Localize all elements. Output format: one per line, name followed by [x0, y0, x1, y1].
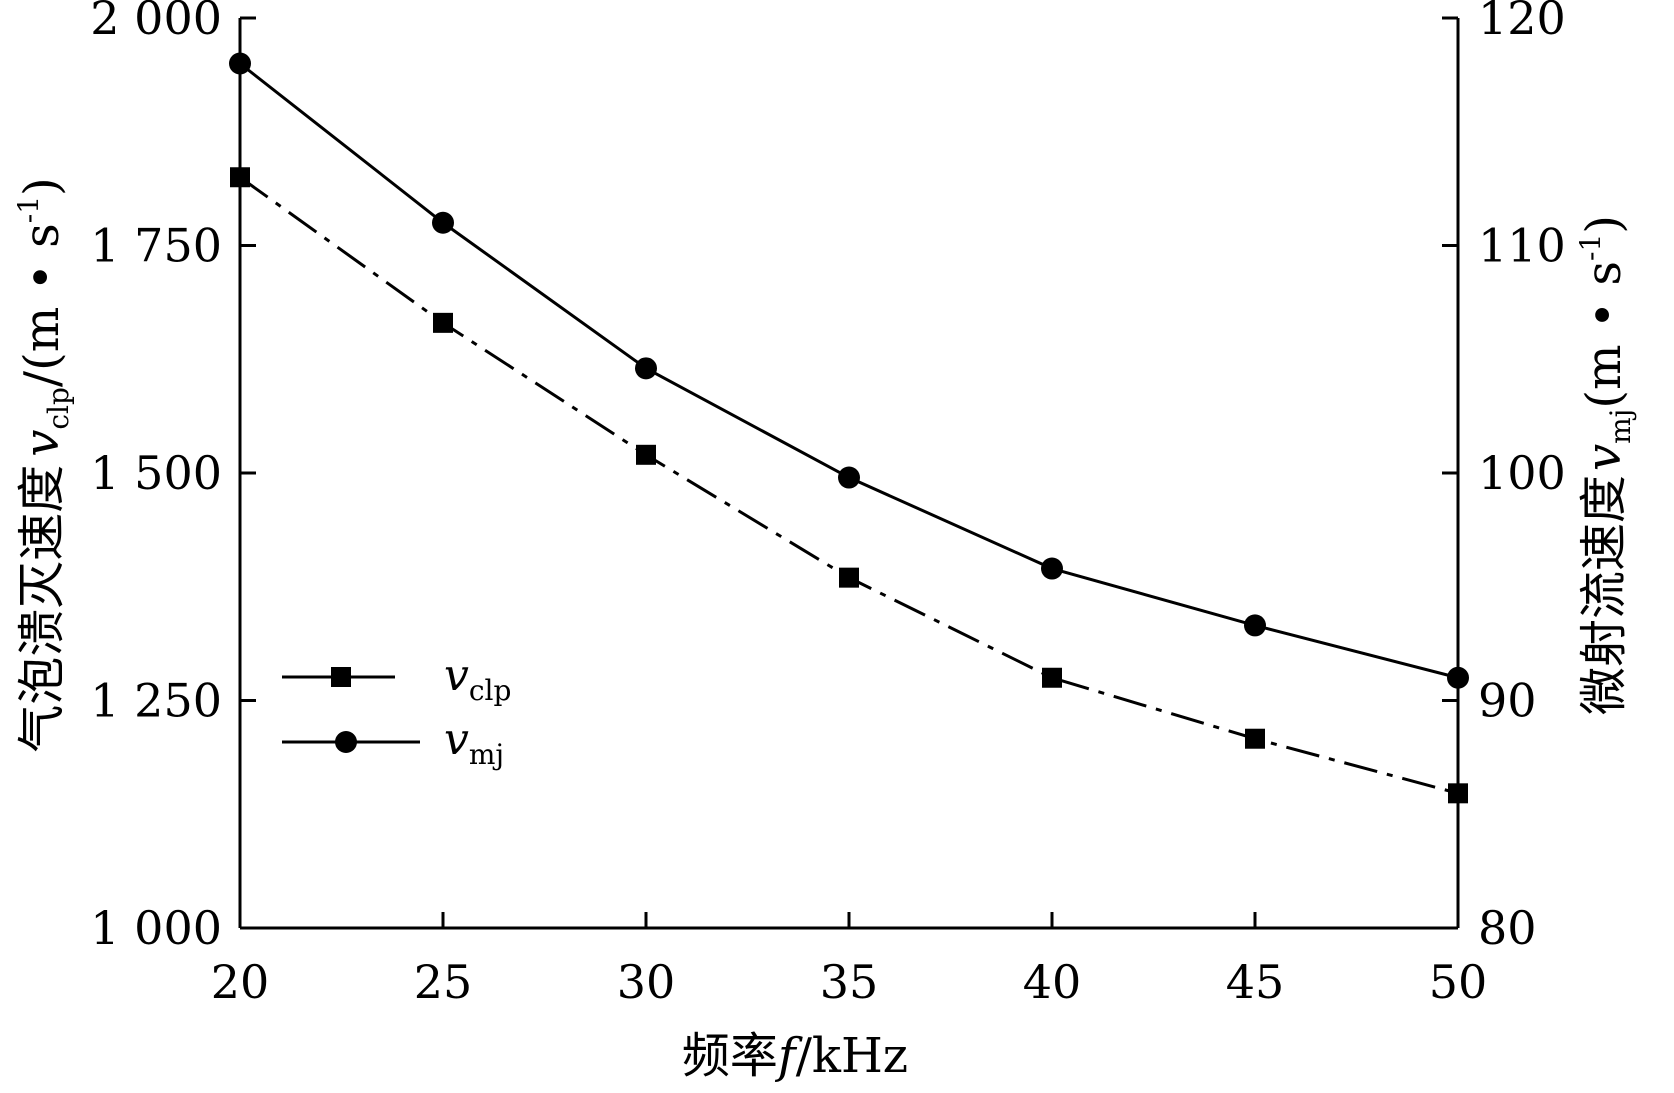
legend-mj-label: vmj	[444, 714, 504, 771]
y-right-tick-label: 100	[1478, 446, 1566, 500]
data-point-v_clp	[1042, 667, 1062, 688]
y-left-tick-label: 1 750	[90, 219, 222, 273]
data-point-v_mj	[838, 466, 860, 489]
data-point-v_mj	[1041, 557, 1063, 580]
legend: vclp vmj	[282, 650, 511, 771]
x-tick-label: 25	[414, 955, 473, 1009]
legend-mj-marker	[335, 731, 357, 753]
y-axis-right-title: 微射流速度vmj(m • s-1)	[1574, 215, 1637, 715]
y-right-tick-label: 80	[1478, 901, 1537, 955]
x-tick-label: 45	[1226, 955, 1285, 1009]
legend-clp-marker	[331, 667, 351, 687]
axes-group: 20 25 30 35 40 45 50 1 000 1 250 1 500 1 750 2 000 8…	[90, 0, 1566, 1009]
data-point-v_clp	[839, 567, 859, 588]
y-left-tick-label: 2 000	[90, 0, 222, 45]
data-point-v_clp	[1448, 783, 1468, 804]
x-tick-label: 40	[1023, 955, 1082, 1009]
y-left-tick-label: 1 500	[90, 446, 222, 500]
data-point-v_clp	[636, 444, 656, 465]
y-right-tick-label: 90	[1478, 674, 1537, 728]
y-axis-left-title: 气泡溃灭速度vclp/(m • s-1)	[12, 177, 75, 753]
x-tick-label: 20	[211, 955, 270, 1009]
data-point-v_clp	[433, 312, 453, 333]
x-tick-label: 50	[1429, 955, 1488, 1009]
x-tick-label: 35	[820, 955, 879, 1009]
y-left-tick-label: 1 250	[90, 674, 222, 728]
y-right-tick-label: 110	[1478, 219, 1566, 273]
data-point-v_mj	[432, 211, 454, 234]
data-point-v_mj	[1244, 614, 1266, 637]
x-axis-title: 频率f/kHz	[682, 1028, 908, 1084]
data-point-v_clp	[230, 167, 250, 188]
y-right-tick-label: 120	[1478, 0, 1566, 45]
x-tick-label: 30	[617, 955, 676, 1009]
series-group	[229, 52, 1469, 804]
data-point-v_mj	[635, 357, 657, 380]
y-left-tick-label: 1 000	[90, 901, 222, 955]
data-point-v_clp	[1245, 728, 1265, 749]
legend-clp-label: vclp	[444, 650, 511, 707]
data-point-v_mj	[1447, 666, 1469, 689]
data-point-v_mj	[229, 52, 251, 75]
